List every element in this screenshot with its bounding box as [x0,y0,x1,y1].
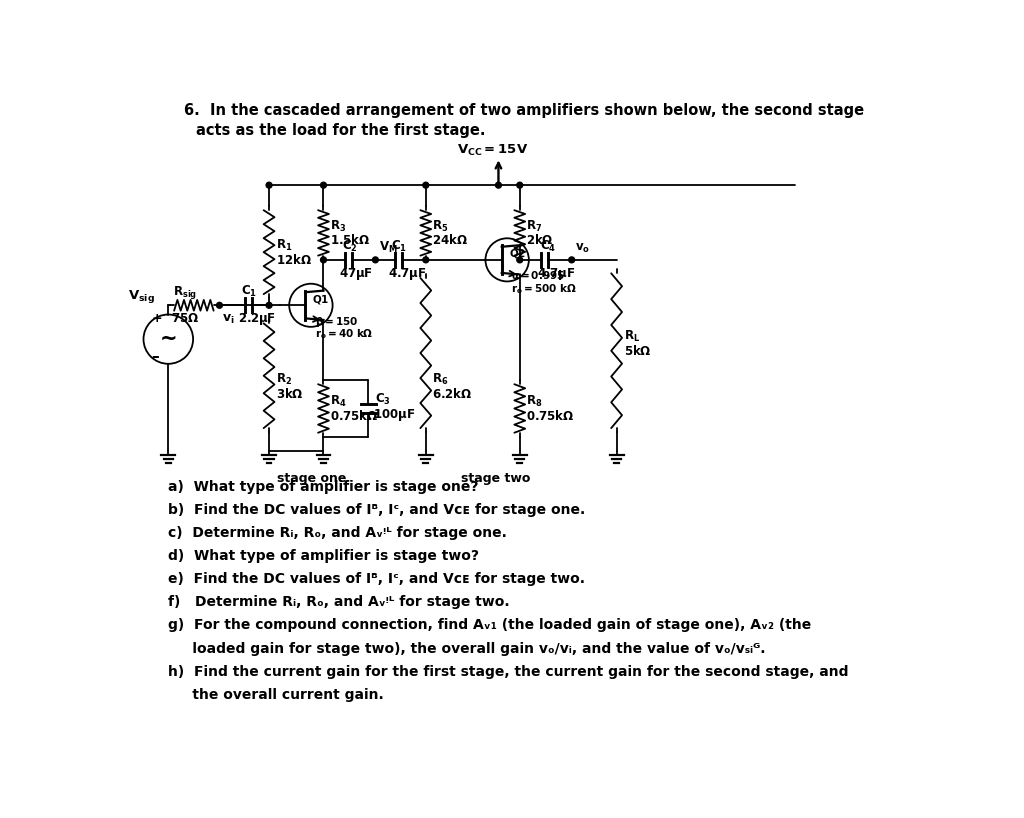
Text: $\mathbf{0.75k\Omega}$: $\mathbf{0.75k\Omega}$ [330,409,378,423]
Text: d)  What type of amplifier is stage two?: d) What type of amplifier is stage two? [168,549,479,563]
Text: $\mathbf{R_4}$: $\mathbf{R_4}$ [330,394,346,410]
Circle shape [423,182,429,188]
Text: $\mathbf{R_7}$: $\mathbf{R_7}$ [526,219,542,234]
Text: e)  Find the DC values of Iᴮ, Iᶜ, and Vᴄᴇ for stage two.: e) Find the DC values of Iᴮ, Iᶜ, and Vᴄᴇ… [168,573,586,587]
Text: h)  Find the current gain for the first stage, the current gain for the second s: h) Find the current gain for the first s… [168,665,849,679]
Text: $\mathbf{r_o = 40\ k\Omega}$: $\mathbf{r_o = 40\ k\Omega}$ [314,328,373,341]
Text: $\mathbf{100\mu F}$: $\mathbf{100\mu F}$ [373,407,416,424]
Text: $\mathbf{4.7\mu F}$: $\mathbf{4.7\mu F}$ [537,266,575,281]
Text: c)  Determine Rᵢ, Rₒ, and Aᵥᵎᴸ for stage one.: c) Determine Rᵢ, Rₒ, and Aᵥᵎᴸ for stage … [168,526,507,540]
Text: $\mathbf{V_M}$: $\mathbf{V_M}$ [379,240,397,255]
Text: $\mathbf{6.2k\Omega}$: $\mathbf{6.2k\Omega}$ [432,387,472,401]
Text: $\mathbf{0.75k\Omega}$: $\mathbf{0.75k\Omega}$ [526,409,574,423]
Text: $\mathbf{R_3}$: $\mathbf{R_3}$ [330,219,346,234]
Text: $\mathbf{C_1}$: $\mathbf{C_1}$ [391,239,407,254]
Text: $\mathbf{Q2}$: $\mathbf{Q2}$ [509,247,526,260]
Text: loaded gain for stage two), the overall gain vₒ/vᵢ, and the value of vₒ/vₛᵢᴳ.: loaded gain for stage two), the overall … [168,641,766,655]
Text: $\mathbf{R_6}$: $\mathbf{R_6}$ [432,372,449,387]
Text: f)   Determine Rᵢ, Rₒ, and Aᵥᵎᴸ for stage two.: f) Determine Rᵢ, Rₒ, and Aᵥᵎᴸ for stage … [168,596,510,609]
Text: $\mathbf{\beta = 150}$: $\mathbf{\beta = 150}$ [314,315,358,329]
Text: $\mathbf{4.7\mu F}$: $\mathbf{4.7\mu F}$ [388,266,426,281]
Text: $\mathbf{R_{sig}}$: $\mathbf{R_{sig}}$ [173,285,197,301]
Circle shape [517,257,522,263]
Text: $\mathbf{R_5}$: $\mathbf{R_5}$ [432,219,449,234]
Text: ~: ~ [160,329,177,349]
Text: $\mathbf{R_2}$: $\mathbf{R_2}$ [276,372,292,387]
Text: $\mathbf{3k\Omega}$: $\mathbf{3k\Omega}$ [276,387,304,401]
Text: $\mathbf{V_{CC} = 15V}$: $\mathbf{V_{CC} = 15V}$ [458,143,528,159]
Circle shape [321,257,327,263]
Text: $\mathbf{75\Omega}$: $\mathbf{75\Omega}$ [171,312,200,326]
Circle shape [423,257,429,263]
Text: $\mathbf{V_{sig}}$: $\mathbf{V_{sig}}$ [128,288,155,305]
Text: $\mathbf{12k\Omega}$: $\mathbf{12k\Omega}$ [276,253,312,267]
Text: $\mathbf{R_1}$: $\mathbf{R_1}$ [276,238,293,254]
Circle shape [517,182,522,188]
Text: $\mathbf{v_i}$: $\mathbf{v_i}$ [222,313,234,326]
Text: $\mathbf{Q1}$: $\mathbf{Q1}$ [312,293,330,306]
Text: $\mathbf{47\mu F}$: $\mathbf{47\mu F}$ [339,266,373,281]
Circle shape [321,182,327,188]
Circle shape [373,257,378,263]
Text: $\mathbf{v_o}$: $\mathbf{v_o}$ [574,242,590,255]
Circle shape [216,303,222,308]
Circle shape [568,257,574,263]
Text: $\mathbf{R_L}$: $\mathbf{R_L}$ [624,329,640,344]
Text: g)  For the compound connection, find Aᵥ₁ (the loaded gain of stage one), Aᵥ₂ (t: g) For the compound connection, find Aᵥ₁… [168,618,812,632]
Circle shape [496,182,502,188]
Text: $\mathbf{2.2\mu F}$: $\mathbf{2.2\mu F}$ [238,311,276,327]
Text: a)  What type of amplifier is stage one?: a) What type of amplifier is stage one? [168,480,479,494]
Text: $\mathbf{r_o = 500\ k\Omega}$: $\mathbf{r_o = 500\ k\Omega}$ [511,282,577,296]
Text: $\mathbf{\alpha = 0.995}$: $\mathbf{\alpha = 0.995}$ [511,269,565,281]
Text: $\mathbf{2k\Omega}$: $\mathbf{2k\Omega}$ [526,233,554,248]
Text: $\mathbf{C_1}$: $\mathbf{C_1}$ [241,285,257,299]
Text: $\mathbf{C_2}$: $\mathbf{C_2}$ [342,239,357,254]
Text: $\mathbf{5k\Omega}$: $\mathbf{5k\Omega}$ [624,344,651,357]
Text: b)  Find the DC values of Iᴮ, Iᶜ, and Vᴄᴇ for stage one.: b) Find the DC values of Iᴮ, Iᶜ, and Vᴄᴇ… [168,503,586,517]
Text: 6.  In the cascaded arrangement of two amplifiers shown below, the second stage: 6. In the cascaded arrangement of two am… [183,103,864,118]
Text: stage two: stage two [462,472,530,484]
Text: $\mathbf{C_4}$: $\mathbf{C_4}$ [540,239,556,254]
Circle shape [266,303,272,308]
Text: $\mathbf{R_8}$: $\mathbf{R_8}$ [526,394,543,410]
Text: the overall current gain.: the overall current gain. [168,688,384,702]
Text: $\mathbf{C_3}$: $\mathbf{C_3}$ [375,392,390,407]
Text: $\mathbf{24k\Omega}$: $\mathbf{24k\Omega}$ [432,233,468,248]
Text: stage one: stage one [278,472,346,484]
Text: –: – [152,348,159,364]
Text: acts as the load for the first stage.: acts as the load for the first stage. [197,124,485,138]
Text: +: + [152,312,162,326]
Text: $\mathbf{1.5k\Omega}$: $\mathbf{1.5k\Omega}$ [330,233,370,248]
Circle shape [266,182,272,188]
